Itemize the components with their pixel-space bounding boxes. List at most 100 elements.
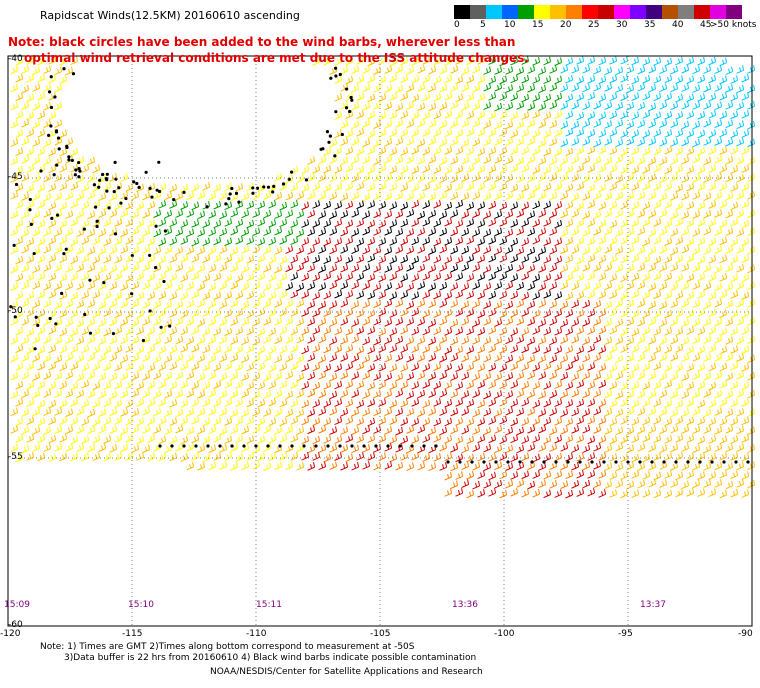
wind-barb bbox=[450, 119, 459, 128]
wind-barb bbox=[450, 191, 459, 201]
wind-barb bbox=[692, 318, 701, 327]
wind-barb bbox=[180, 380, 189, 389]
wind-barb bbox=[285, 282, 294, 291]
wind-barb bbox=[565, 128, 574, 137]
wind-barb bbox=[637, 263, 646, 272]
wind-barb bbox=[499, 345, 508, 354]
wind-barb bbox=[307, 227, 316, 237]
wind-barb bbox=[554, 380, 563, 389]
quality-flag-dot bbox=[132, 180, 136, 184]
wind-barb bbox=[582, 210, 591, 220]
wind-barb bbox=[444, 435, 453, 444]
wind-barb bbox=[406, 317, 415, 326]
wind-barb bbox=[510, 146, 519, 155]
wind-barb bbox=[26, 381, 35, 390]
wind-barb bbox=[686, 416, 695, 426]
quality-flag-dot bbox=[237, 200, 241, 204]
wind-barb bbox=[692, 353, 701, 362]
wind-barb bbox=[494, 155, 503, 164]
wind-barb bbox=[21, 263, 30, 273]
wind-barb bbox=[631, 363, 640, 373]
wind-barb bbox=[703, 462, 712, 471]
wind-barb bbox=[725, 282, 734, 292]
wind-barb bbox=[43, 65, 52, 75]
wind-barb bbox=[389, 344, 398, 353]
wind-barb bbox=[516, 426, 525, 436]
wind-barb bbox=[120, 389, 129, 399]
wind-barb bbox=[230, 299, 239, 308]
wind-barb bbox=[642, 489, 651, 498]
wind-barb bbox=[92, 309, 101, 319]
quality-flag-dot bbox=[100, 172, 105, 177]
wind-barb bbox=[686, 291, 695, 300]
wind-barb bbox=[76, 389, 85, 399]
wind-barb bbox=[65, 370, 74, 380]
wind-barb bbox=[741, 434, 750, 443]
wind-barb bbox=[593, 317, 602, 326]
wind-barb bbox=[384, 120, 393, 129]
wind-barb bbox=[593, 281, 602, 291]
wind-barb bbox=[450, 389, 459, 399]
wind-barb bbox=[10, 65, 19, 75]
wind-barb bbox=[609, 56, 618, 65]
wind-barb bbox=[587, 129, 596, 138]
wind-barb bbox=[142, 353, 151, 362]
wind-barb bbox=[444, 237, 453, 246]
wind-barb bbox=[697, 488, 706, 498]
wind-barb bbox=[648, 390, 657, 399]
wind-barb bbox=[428, 318, 437, 328]
wind-barb bbox=[708, 237, 717, 247]
wind-barb bbox=[307, 462, 316, 471]
wind-barb bbox=[301, 201, 310, 211]
wind-barb bbox=[186, 209, 195, 218]
wind-barb bbox=[378, 111, 387, 121]
wind-barb bbox=[527, 480, 536, 490]
wind-barb bbox=[48, 434, 57, 444]
wind-barb bbox=[708, 399, 717, 409]
wind-barb bbox=[76, 318, 85, 328]
wind-barb bbox=[736, 353, 745, 362]
wind-barb bbox=[263, 353, 272, 363]
wind-barb bbox=[389, 309, 398, 318]
wind-barb bbox=[48, 416, 57, 426]
wind-barb bbox=[329, 390, 338, 400]
wind-barb bbox=[483, 353, 492, 363]
quality-flag-dot bbox=[97, 185, 101, 189]
wind-barb bbox=[510, 201, 519, 211]
wind-barb bbox=[65, 389, 74, 399]
wind-barb bbox=[241, 408, 250, 418]
wind-barb bbox=[664, 92, 673, 102]
wind-barb bbox=[560, 281, 569, 290]
wind-barb bbox=[37, 399, 46, 409]
wind-barb bbox=[670, 443, 679, 453]
wind-barb bbox=[510, 417, 519, 427]
wind-barb bbox=[290, 289, 299, 299]
wind-barb bbox=[37, 200, 46, 209]
wind-barb bbox=[43, 426, 52, 435]
wind-barb bbox=[98, 372, 107, 382]
wind-barb bbox=[543, 309, 552, 318]
wind-barb bbox=[246, 398, 255, 408]
wind-barb bbox=[389, 128, 398, 138]
wind-barb bbox=[659, 353, 668, 362]
wind-barb bbox=[345, 344, 354, 353]
wind-barb bbox=[455, 110, 464, 120]
wind-barb bbox=[483, 372, 492, 381]
wind-barb bbox=[158, 237, 167, 247]
wind-barb bbox=[494, 353, 503, 362]
wind-barb bbox=[433, 398, 442, 407]
wind-barb bbox=[389, 272, 398, 281]
wind-barb bbox=[532, 399, 541, 409]
wind-barb bbox=[725, 101, 734, 110]
wind-barb bbox=[296, 191, 305, 200]
wind-barb bbox=[175, 209, 184, 218]
wind-barb bbox=[659, 461, 668, 470]
wind-barb bbox=[32, 120, 41, 129]
wind-barb bbox=[516, 66, 525, 76]
wind-barb bbox=[219, 300, 228, 309]
wind-barb bbox=[433, 128, 442, 138]
wind-barb bbox=[92, 236, 101, 246]
wind-barb bbox=[747, 354, 756, 364]
wind-barb bbox=[373, 425, 382, 434]
wind-barb bbox=[15, 200, 24, 210]
